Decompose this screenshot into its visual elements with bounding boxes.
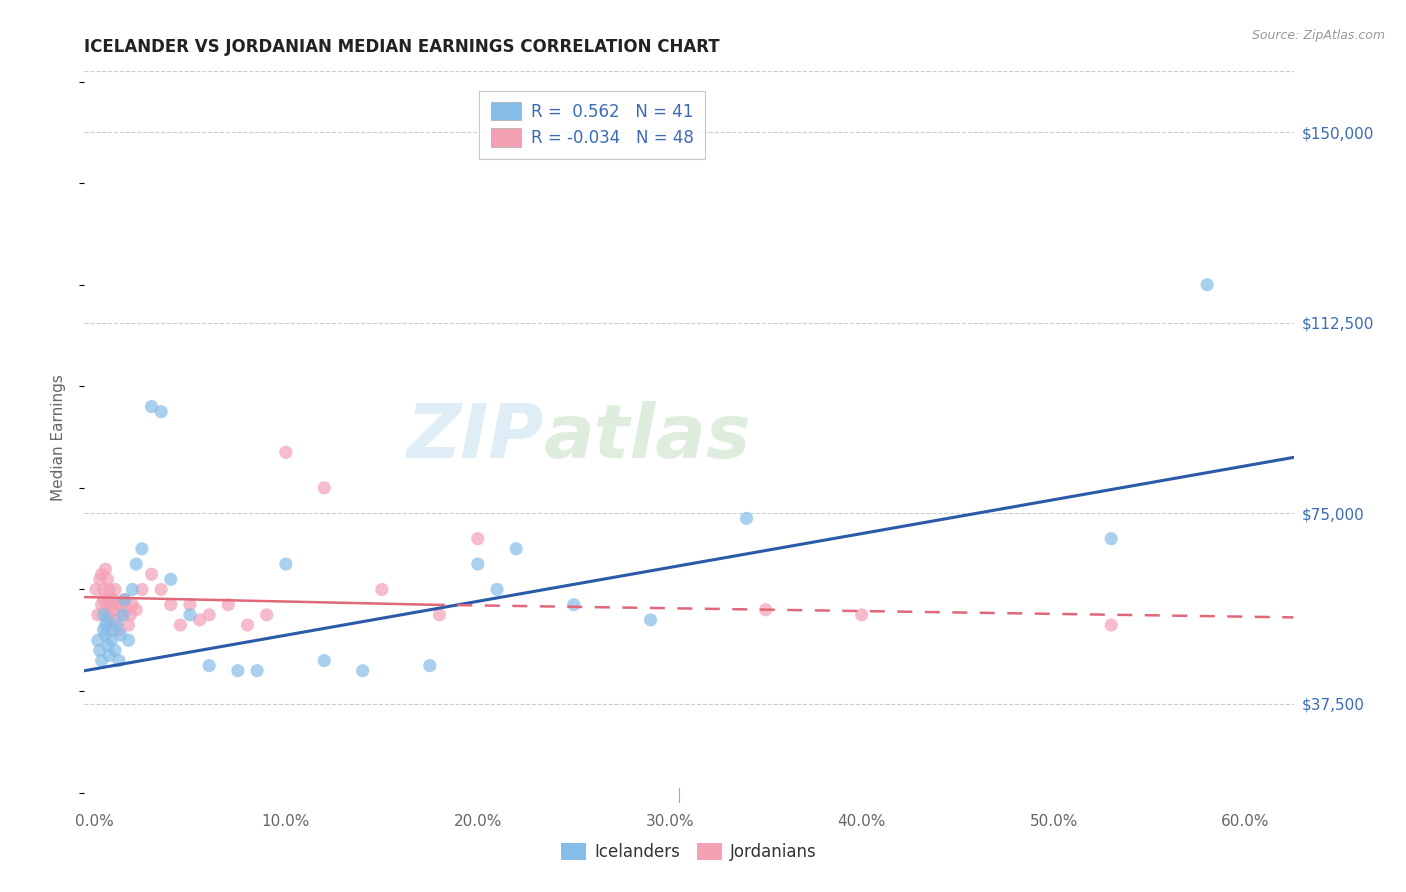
Point bbox=[352, 664, 374, 678]
Point bbox=[419, 658, 441, 673]
Text: ICELANDER VS JORDANIAN MEDIAN EARNINGS CORRELATION CHART: ICELANDER VS JORDANIAN MEDIAN EARNINGS C… bbox=[84, 38, 720, 56]
Point bbox=[101, 603, 124, 617]
Point bbox=[101, 592, 124, 607]
Point bbox=[96, 572, 118, 586]
Point bbox=[125, 557, 148, 571]
Point bbox=[100, 633, 122, 648]
Point bbox=[111, 607, 134, 622]
Point bbox=[226, 664, 249, 678]
Point bbox=[93, 607, 115, 622]
Point bbox=[640, 613, 662, 627]
Point bbox=[467, 532, 489, 546]
Point bbox=[93, 582, 115, 597]
Point bbox=[755, 603, 778, 617]
Text: Source: ZipAtlas.com: Source: ZipAtlas.com bbox=[1251, 29, 1385, 42]
Point bbox=[104, 613, 127, 627]
Point bbox=[101, 623, 124, 637]
Point bbox=[87, 633, 110, 648]
Point bbox=[108, 623, 131, 637]
Point bbox=[110, 628, 132, 642]
Point bbox=[485, 582, 508, 597]
Point bbox=[505, 541, 527, 556]
Y-axis label: Median Earnings: Median Earnings bbox=[51, 374, 66, 500]
Point bbox=[141, 567, 163, 582]
Point bbox=[256, 607, 278, 622]
Point bbox=[1099, 618, 1122, 632]
Point bbox=[114, 592, 136, 607]
Point bbox=[117, 618, 139, 632]
Point bbox=[90, 567, 112, 582]
Point bbox=[179, 607, 201, 622]
Point bbox=[90, 654, 112, 668]
Point bbox=[125, 603, 148, 617]
Point bbox=[121, 598, 143, 612]
Point bbox=[198, 607, 221, 622]
Point bbox=[98, 648, 121, 663]
Point bbox=[96, 613, 118, 627]
Point bbox=[159, 572, 181, 586]
Point bbox=[236, 618, 259, 632]
Point bbox=[467, 557, 489, 571]
Point bbox=[188, 613, 211, 627]
Point bbox=[94, 628, 117, 642]
Point bbox=[121, 582, 143, 597]
Point bbox=[120, 607, 142, 622]
Point bbox=[104, 582, 127, 597]
Legend: Icelanders, Jordanians: Icelanders, Jordanians bbox=[554, 836, 824, 868]
Point bbox=[217, 598, 239, 612]
Point bbox=[314, 481, 336, 495]
Point bbox=[562, 598, 585, 612]
Point bbox=[131, 541, 153, 556]
Point bbox=[246, 664, 269, 678]
Point bbox=[150, 405, 173, 419]
Point bbox=[98, 582, 121, 597]
Point bbox=[93, 623, 115, 637]
Point bbox=[100, 618, 122, 632]
Point bbox=[105, 618, 128, 632]
Point bbox=[117, 633, 139, 648]
Point bbox=[90, 598, 112, 612]
Point bbox=[84, 582, 107, 597]
Point bbox=[108, 654, 131, 668]
Point bbox=[159, 598, 181, 612]
Text: ZIP: ZIP bbox=[406, 401, 544, 474]
Point bbox=[735, 511, 758, 525]
Point bbox=[94, 603, 117, 617]
Point bbox=[89, 572, 111, 586]
Point bbox=[851, 607, 873, 622]
Point bbox=[115, 603, 138, 617]
Point bbox=[94, 562, 117, 576]
Point bbox=[114, 592, 136, 607]
Point bbox=[94, 618, 117, 632]
Point bbox=[169, 618, 191, 632]
Point bbox=[111, 607, 134, 622]
Point bbox=[1099, 532, 1122, 546]
Point bbox=[198, 658, 221, 673]
Point bbox=[110, 598, 132, 612]
Point bbox=[89, 643, 111, 657]
Point bbox=[274, 557, 297, 571]
Point bbox=[179, 598, 201, 612]
Point bbox=[1197, 277, 1219, 292]
Point bbox=[150, 582, 173, 597]
Point bbox=[98, 607, 121, 622]
Text: atlas: atlas bbox=[544, 401, 751, 474]
Point bbox=[131, 582, 153, 597]
Point bbox=[274, 445, 297, 459]
Point bbox=[104, 643, 127, 657]
Point bbox=[429, 607, 451, 622]
Point bbox=[105, 598, 128, 612]
Point bbox=[96, 638, 118, 652]
Point bbox=[100, 598, 122, 612]
Point bbox=[93, 592, 115, 607]
Point bbox=[314, 654, 336, 668]
Point bbox=[96, 592, 118, 607]
Point bbox=[371, 582, 394, 597]
Point bbox=[87, 607, 110, 622]
Point bbox=[141, 400, 163, 414]
